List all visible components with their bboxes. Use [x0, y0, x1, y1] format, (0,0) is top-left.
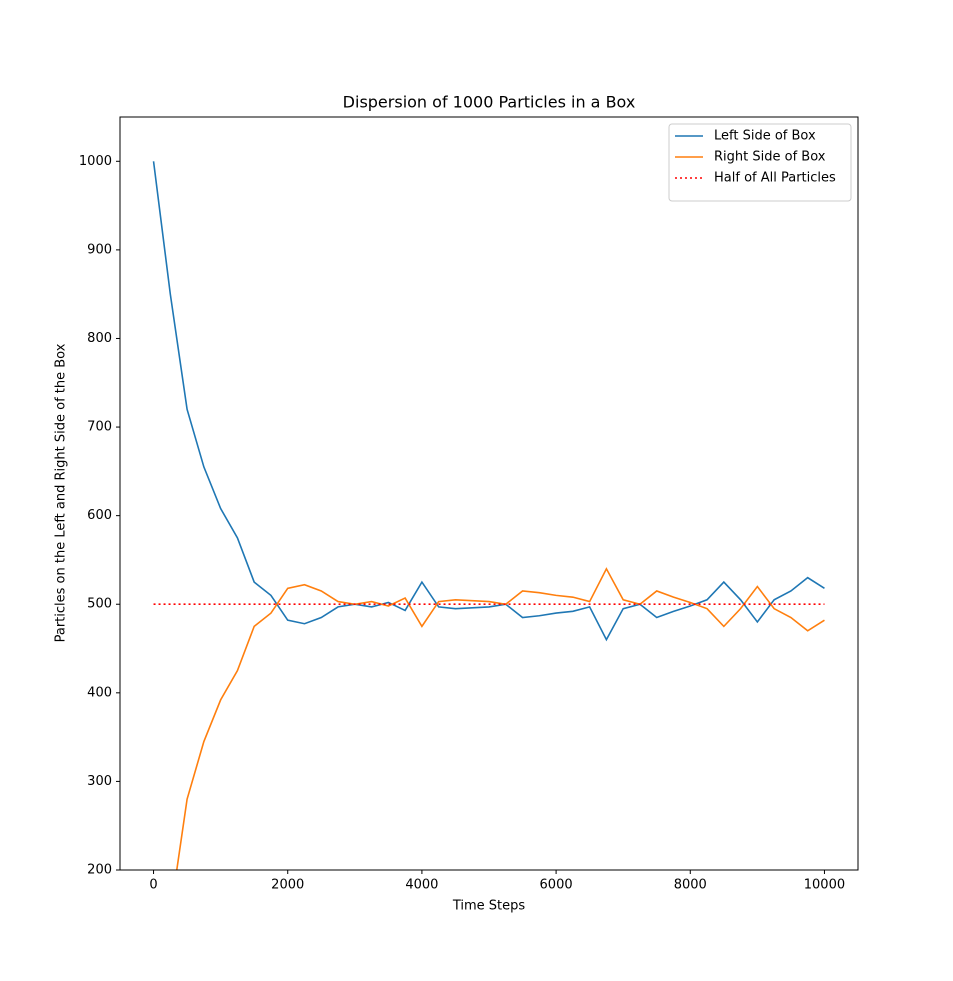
- plot-area: [152, 161, 825, 870]
- y-tick-label: 600: [87, 508, 112, 523]
- x-tick-label: 8000: [674, 878, 707, 893]
- y-tick-label: 200: [87, 863, 112, 878]
- y-tick-label: 700: [87, 420, 112, 435]
- x-tick-label: 0: [149, 878, 157, 893]
- y-axis-label: Particles on the Left and Right Side of …: [54, 343, 69, 642]
- y-tick-label: 1000: [79, 154, 112, 169]
- x-tick-label: 4000: [405, 878, 438, 893]
- legend-label: Right Side of Box: [714, 150, 826, 165]
- x-tick-label: 6000: [540, 878, 573, 893]
- plot-frame: [119, 116, 859, 871]
- y-tick-label: 800: [87, 331, 112, 346]
- x-tick-label: 10000: [804, 878, 845, 893]
- y-tick-label: 500: [87, 597, 112, 612]
- y-tick-label: 300: [87, 774, 112, 789]
- legend-label: Half of All Particles: [714, 171, 836, 186]
- legend-box: [668, 123, 852, 202]
- legend-label: Left Side of Box: [714, 129, 816, 144]
- x-axis-label: Time Steps: [452, 899, 526, 914]
- chart-title: Dispersion of 1000 Particles in a Box: [343, 93, 636, 112]
- y-tick-label: 400: [87, 685, 112, 700]
- line-series: [152, 161, 825, 642]
- x-tick-label: 2000: [271, 878, 304, 893]
- y-tick-label: 900: [87, 242, 112, 257]
- line-series: [175, 567, 825, 870]
